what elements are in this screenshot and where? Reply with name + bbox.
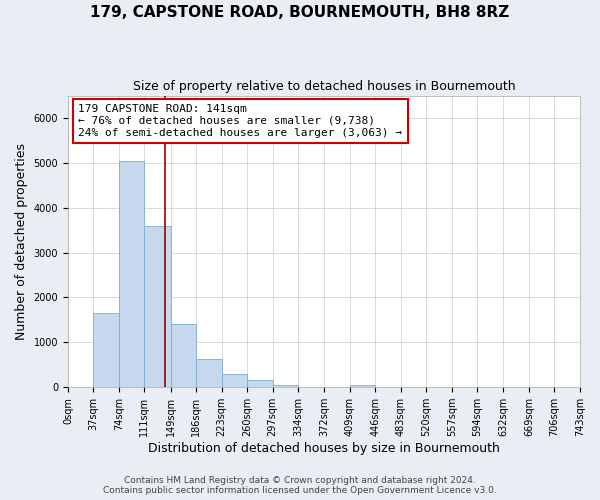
Y-axis label: Number of detached properties: Number of detached properties (15, 143, 28, 340)
Bar (196, 360, 221, 387)
Title: Size of property relative to detached houses in Bournemouth: Size of property relative to detached ho… (133, 80, 515, 93)
Bar (119, 160, 145, 387)
Text: 179, CAPSTONE ROAD, BOURNEMOUTH, BH8 8RZ: 179, CAPSTONE ROAD, BOURNEMOUTH, BH8 8RZ (91, 5, 509, 20)
Text: 179 CAPSTONE ROAD: 141sqm
← 76% of detached houses are smaller (9,738)
24% of se: 179 CAPSTONE ROAD: 141sqm ← 76% of detac… (78, 104, 402, 138)
Bar (221, 374, 247, 387)
Text: Contains HM Land Registry data © Crown copyright and database right 2024.
Contai: Contains HM Land Registry data © Crown c… (103, 476, 497, 495)
Bar (94, 313, 119, 387)
Bar (272, 385, 298, 387)
Bar (350, 385, 375, 387)
Bar (247, 380, 272, 387)
Bar (145, 226, 170, 387)
X-axis label: Distribution of detached houses by size in Bournemouth: Distribution of detached houses by size … (148, 442, 500, 455)
Bar (170, 324, 196, 387)
